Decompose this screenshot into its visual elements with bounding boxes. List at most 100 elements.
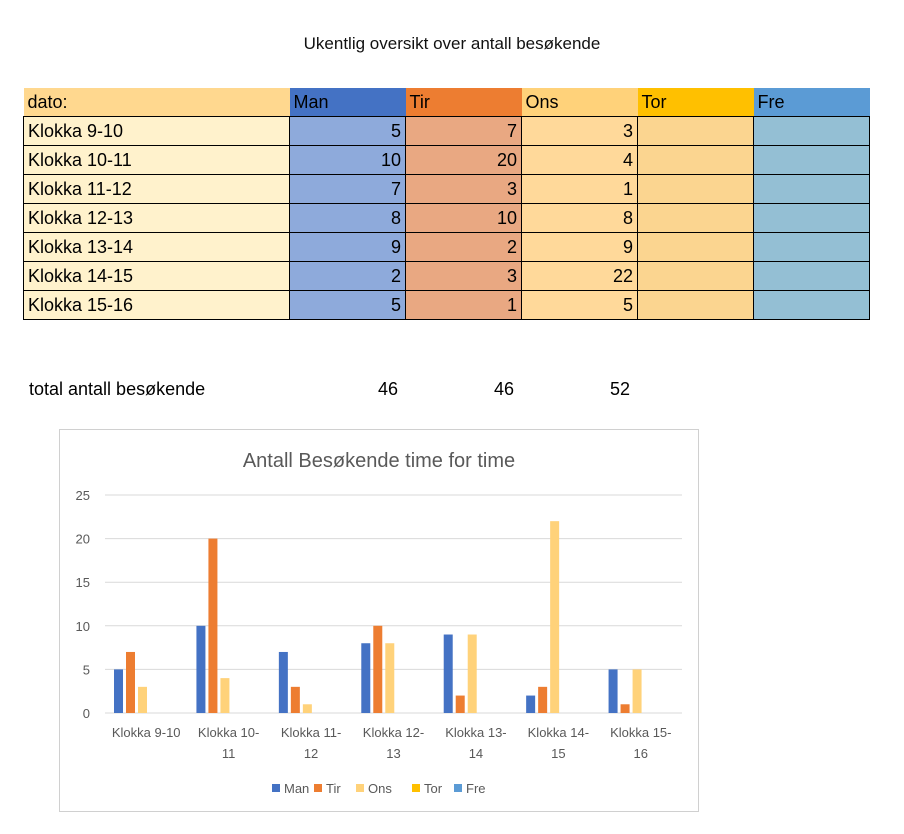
bar-man[interactable]	[443, 634, 453, 713]
y-tick-label: 5	[83, 662, 90, 677]
value-cell[interactable]: 2	[289, 261, 406, 291]
value-cell[interactable]: 5	[289, 116, 406, 146]
table-row: Klokka 12-13 8 10 8	[23, 203, 870, 233]
value-cell[interactable]: 10	[405, 203, 522, 233]
value-cell[interactable]: 2	[405, 232, 522, 262]
value-cell[interactable]	[637, 290, 754, 320]
value-cell[interactable]	[637, 203, 754, 233]
bar-tir[interactable]	[373, 625, 383, 713]
header-label-cell[interactable]: dato:	[23, 88, 290, 117]
chart-container[interactable]: Antall Besøkende time for time 0 5 10 15 20 2…	[59, 429, 699, 812]
value-cell[interactable]	[637, 145, 754, 175]
bar-man[interactable]	[278, 651, 288, 713]
header-day-4[interactable]: Tor	[637, 88, 754, 117]
value-cell[interactable]	[753, 145, 870, 175]
row-label-cell[interactable]: Klokka 9-10	[23, 116, 290, 146]
value-cell[interactable]: 9	[289, 232, 406, 262]
legend: Man Tir Ons Tor Fre	[272, 781, 486, 796]
value-cell[interactable]	[753, 261, 870, 291]
value-cell[interactable]: 3	[521, 116, 638, 146]
table-row: Klokka 15-16 5 1 5	[23, 290, 870, 320]
value-cell[interactable]: 3	[405, 174, 522, 204]
chart-title: Antall Besøkende time for time	[243, 450, 515, 472]
totals-label: total antall besøkende	[29, 379, 206, 399]
x-axis: Klokka 9-10 Klokka 10-11 Klokka 11-12 Klokk…	[112, 725, 672, 761]
value-cell[interactable]	[637, 174, 754, 204]
y-tick-label: 0	[83, 706, 90, 721]
bar-tir[interactable]	[538, 686, 548, 713]
value-cell[interactable]	[753, 203, 870, 233]
bar-tir[interactable]	[126, 651, 135, 713]
row-label-cell[interactable]: Klokka 12-13	[23, 203, 290, 233]
value-cell[interactable]: 7	[289, 174, 406, 204]
legend-label-fre: Fre	[466, 781, 486, 796]
row-label-cell[interactable]: Klokka 11-12	[23, 174, 290, 204]
bar-ons[interactable]	[220, 678, 230, 713]
bar-man[interactable]	[114, 669, 123, 713]
y-axis: 0 5 10 15 20 25	[76, 488, 90, 721]
bar-tir[interactable]	[620, 704, 630, 713]
value-cell[interactable]: 10	[289, 145, 406, 175]
legend-swatch-tir	[314, 784, 322, 792]
y-tick-label: 15	[76, 575, 90, 590]
value-cell[interactable]	[753, 290, 870, 320]
table-row: Klokka 11-12 7 3 1	[23, 174, 870, 204]
bar-ons[interactable]	[138, 686, 147, 713]
bar-man[interactable]	[608, 669, 618, 713]
row-label-cell[interactable]: Klokka 15-16	[23, 290, 290, 320]
x-tick-label: Klokka 13-14	[445, 725, 506, 761]
value-cell[interactable]	[637, 116, 754, 146]
legend-label-tor: Tor	[424, 781, 443, 796]
value-cell[interactable]: 1	[405, 290, 522, 320]
bar-tir[interactable]	[290, 686, 300, 713]
value-cell[interactable]: 22	[521, 261, 638, 291]
y-tick-label: 20	[76, 532, 90, 547]
bar-ons[interactable]	[550, 521, 560, 713]
value-cell[interactable]: 5	[521, 290, 638, 320]
bar-man[interactable]	[361, 643, 371, 713]
value-cell[interactable]	[753, 116, 870, 146]
row-label-cell[interactable]: Klokka 13-14	[23, 232, 290, 262]
legend-swatch-fre	[454, 784, 462, 792]
bar-ons[interactable]	[302, 704, 312, 713]
table-row: Klokka 9-10 5 7 3	[23, 116, 870, 146]
bars	[114, 521, 642, 713]
value-cell[interactable]	[637, 261, 754, 291]
value-cell[interactable]: 20	[405, 145, 522, 175]
sheet-title: Ukentlig oversikt over antall besøkende	[303, 34, 601, 53]
bar-ons[interactable]	[385, 643, 395, 713]
header-day-5[interactable]: Fre	[753, 88, 870, 117]
value-cell[interactable]	[753, 174, 870, 204]
total-tir: 46	[494, 379, 515, 399]
totals-row: total antall besøkende 46 46 52	[0, 379, 904, 403]
bar-man[interactable]	[196, 625, 206, 713]
header-day-1[interactable]: Man	[289, 88, 406, 117]
bar-tir[interactable]	[208, 538, 218, 713]
legend-swatch-ons	[356, 784, 364, 792]
value-cell[interactable]	[637, 232, 754, 262]
value-cell[interactable]: 7	[405, 116, 522, 146]
legend-label-man: Man	[284, 781, 309, 796]
row-label-cell[interactable]: Klokka 14-15	[23, 261, 290, 291]
bar-man[interactable]	[526, 695, 536, 713]
total-ons: 52	[610, 379, 631, 399]
value-cell[interactable]: 8	[521, 203, 638, 233]
header-day-3[interactable]: Ons	[521, 88, 638, 117]
value-cell[interactable]: 9	[521, 232, 638, 262]
row-label-cell[interactable]: Klokka 10-11	[23, 145, 290, 175]
header-day-2[interactable]: Tir	[405, 88, 522, 117]
y-tick-label: 25	[76, 488, 90, 503]
value-cell[interactable]: 8	[289, 203, 406, 233]
legend-label-ons: Ons	[368, 781, 392, 796]
value-cell[interactable]: 5	[289, 290, 406, 320]
value-cell[interactable]	[753, 232, 870, 262]
bar-chart: Antall Besøkende time for time 0 5 10 15 20 2…	[76, 450, 682, 796]
value-cell[interactable]: 3	[405, 261, 522, 291]
table-row: Klokka 13-14 9 2 9	[23, 232, 870, 262]
bar-ons[interactable]	[632, 669, 642, 713]
value-cell[interactable]: 1	[521, 174, 638, 204]
bar-ons[interactable]	[467, 634, 477, 713]
bar-tir[interactable]	[455, 695, 465, 713]
table-row: Klokka 10-11 10 20 4	[23, 145, 870, 175]
value-cell[interactable]: 4	[521, 145, 638, 175]
